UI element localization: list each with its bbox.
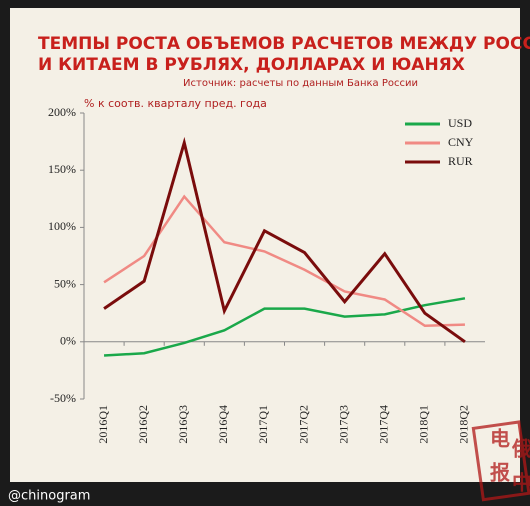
x-tick-label: 2017Q1	[256, 405, 270, 444]
stamp-char: 俄	[511, 437, 530, 461]
chart-title: И КИТАЕМ В РУБЛЯХ, ДОЛЛАРАХ И ЮАНЯХ	[38, 55, 465, 75]
x-tick-label: 2016Q1	[96, 405, 110, 444]
y-tick-label: 100%	[48, 219, 76, 233]
line	[103, 297, 466, 357]
x-tick-label: 2016Q2	[136, 405, 150, 444]
legend-label: CNY	[448, 135, 474, 149]
x-tick-label: 2016Q3	[176, 405, 190, 444]
stamp-char: 报	[490, 461, 510, 485]
stamp-frame	[471, 420, 530, 502]
x-tick-label: 2017Q3	[336, 405, 350, 444]
stamp-char: 中	[512, 471, 530, 495]
y-tick-label: 200%	[48, 105, 76, 119]
subtitle: Источник: расчеты по данным Банка России	[183, 78, 418, 89]
legend-label: RUR	[448, 154, 473, 168]
stamp-char: 电	[490, 427, 510, 451]
x-tick-label: 2018Q1	[417, 405, 431, 444]
y-axis-label: % к соотв. кварталу пред. года	[84, 97, 267, 110]
x-tick-label: 2017Q4	[377, 405, 391, 444]
y-tick-label: 150%	[48, 162, 76, 176]
line	[103, 194, 465, 328]
stamp: 电 俄 报 中	[471, 420, 530, 502]
y-tick-label: 50%	[54, 276, 76, 290]
y-tick-label: -50%	[50, 391, 76, 405]
legend-label: USD	[448, 116, 472, 130]
x-tick-label: 2018Q2	[457, 405, 471, 444]
x-tick-label: 2016Q4	[216, 405, 230, 444]
y-tick-label: 0%	[60, 334, 76, 348]
chart-title: ТЕМПЫ РОСТА ОБЪЕМОВ РАСЧЕТОВ МЕЖДУ РОССИ…	[38, 32, 530, 54]
background	[10, 8, 520, 482]
watermark: @chinogram	[8, 489, 90, 504]
line	[103, 136, 466, 344]
x-tick-label: 2017Q2	[296, 405, 310, 444]
